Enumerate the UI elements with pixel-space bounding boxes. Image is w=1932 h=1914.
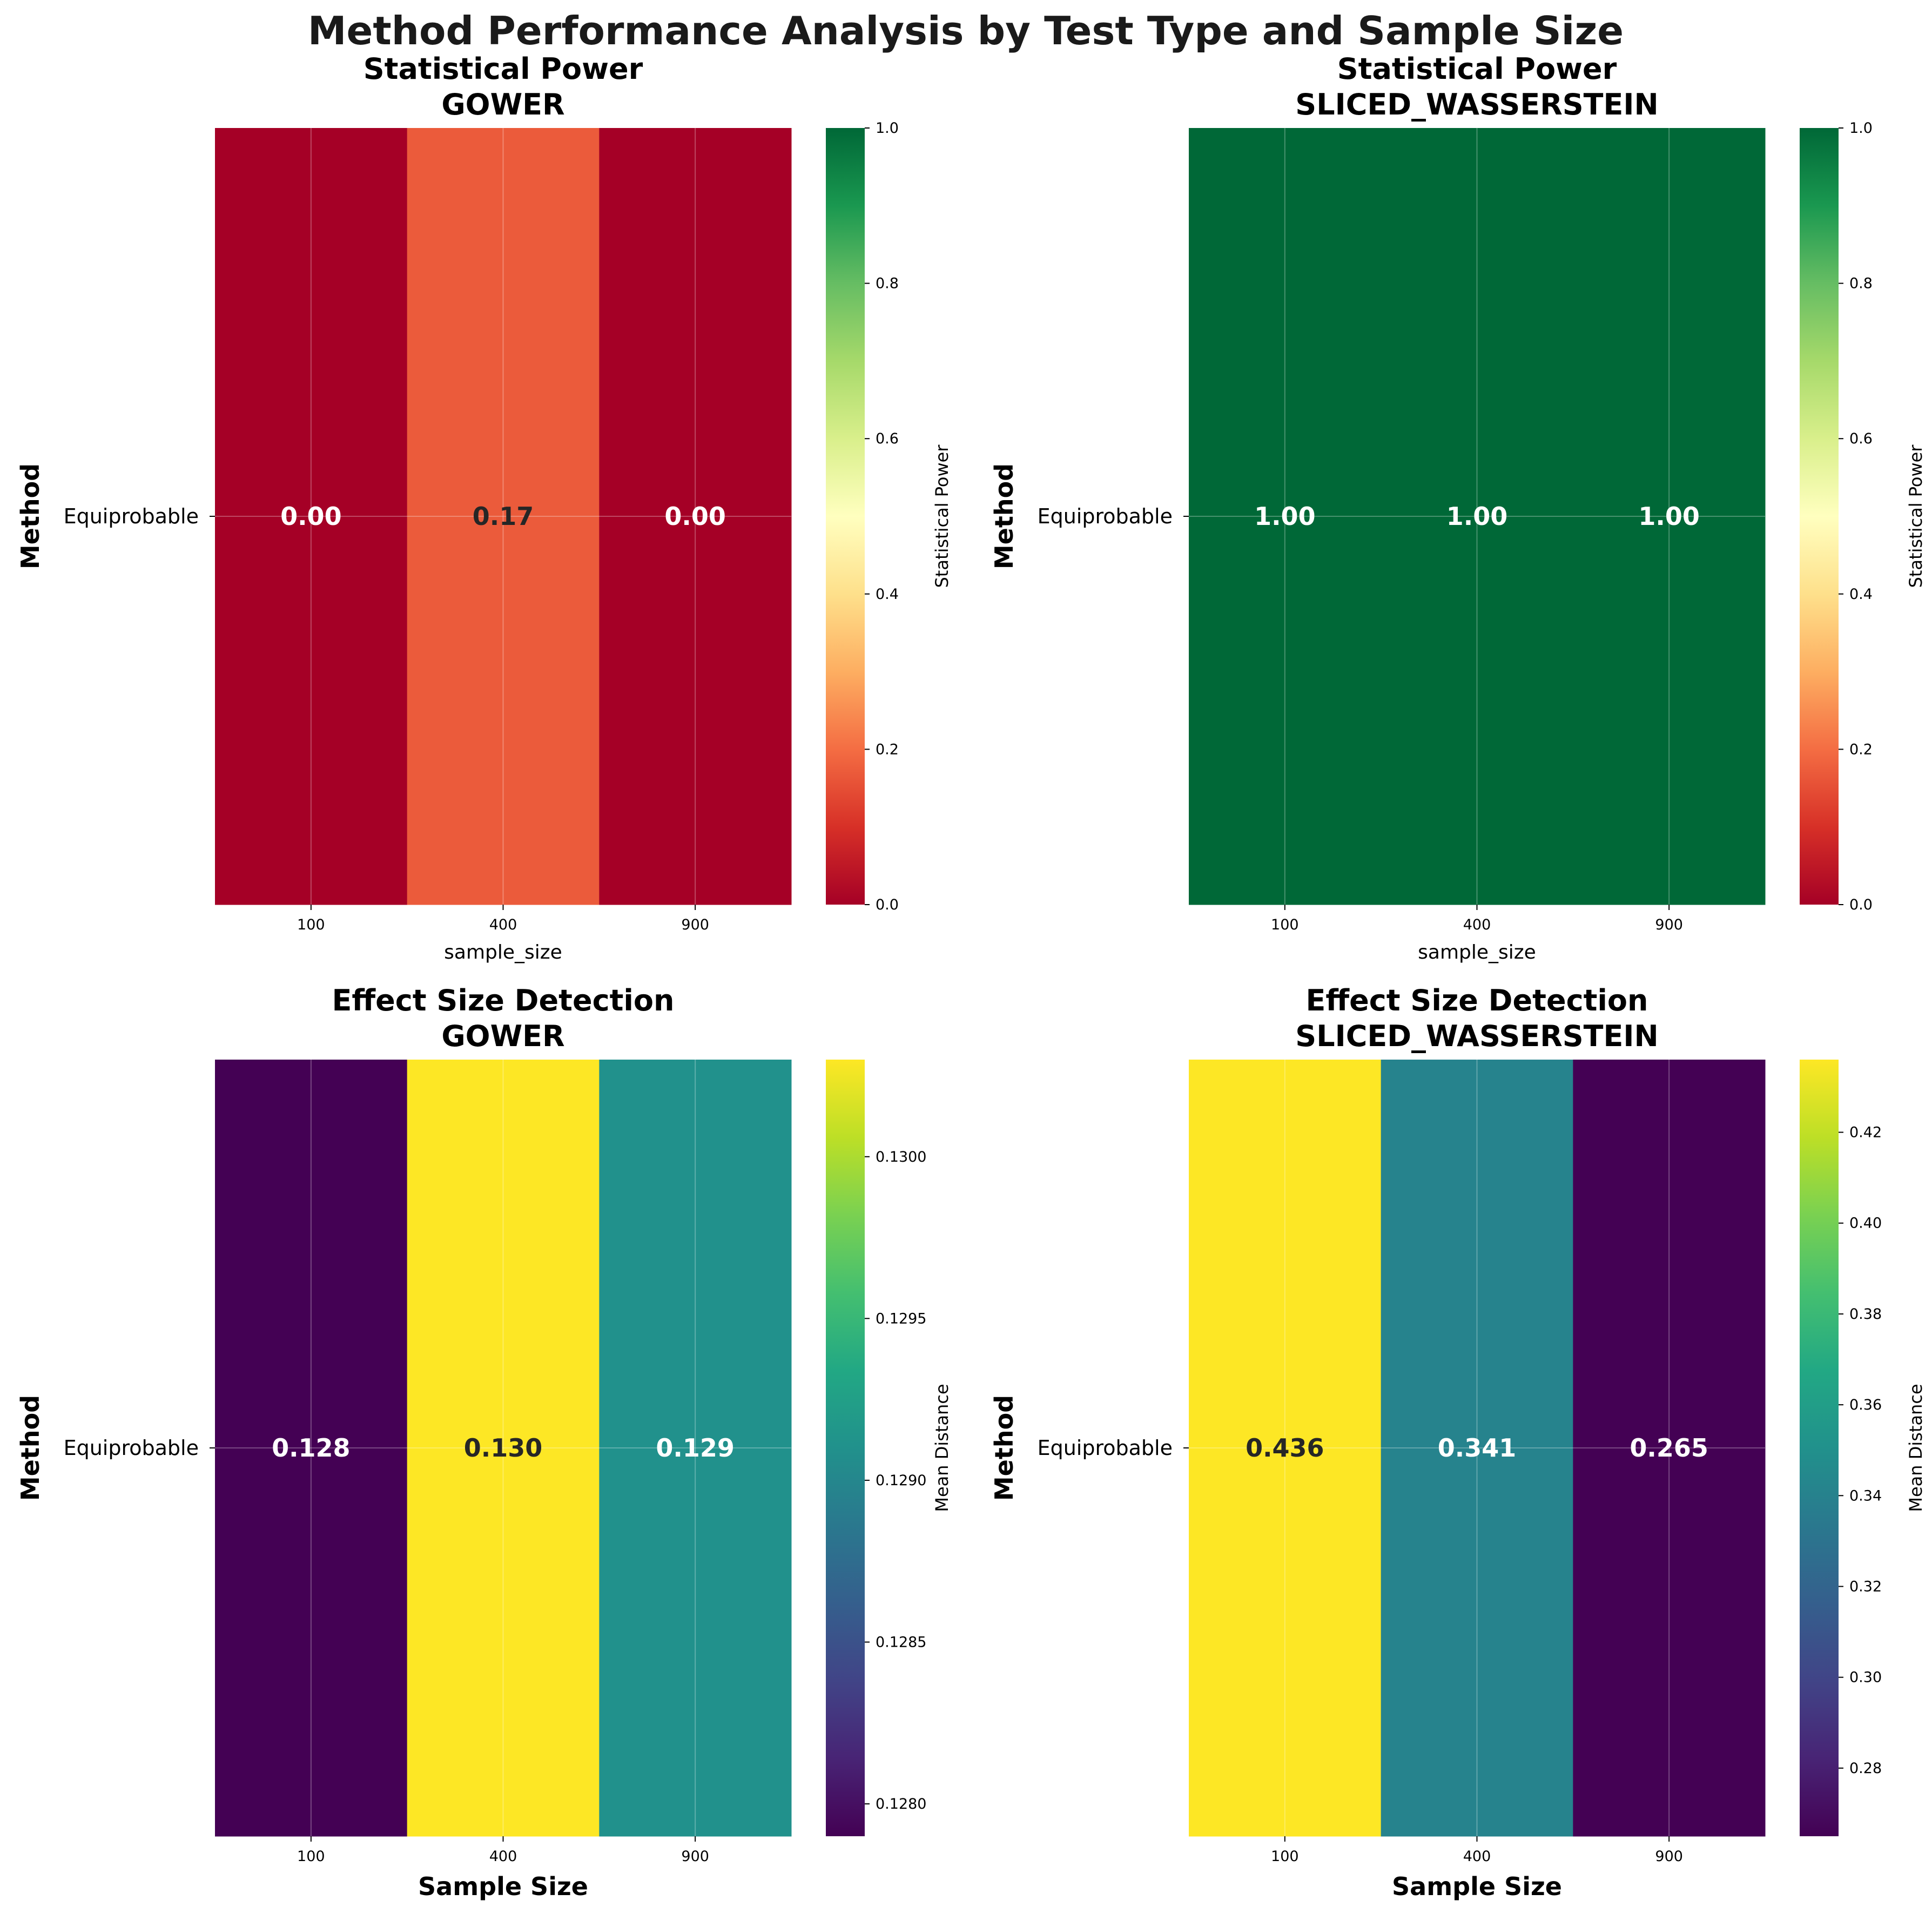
colorbar-label: Statistical Power [932,444,952,588]
y-axis-label: Method [16,1395,45,1501]
y-axis-label: Method [989,463,1019,569]
y-tick-label: Equiprobable [1038,504,1173,528]
colorbar-tick-label: 0.6 [876,430,899,447]
heatmap-cell [407,1060,600,1837]
colorbar-tick-label: 1.0 [876,120,899,137]
y-tick-label: Equiprobable [1038,1436,1173,1460]
colorbar-label: Statistical Power [1906,444,1926,588]
panel-subtitle: SLICED_WASSERSTEIN [1295,1019,1658,1053]
cell-value-label: 0.341 [1438,1433,1517,1463]
heatmap-cell [1381,128,1573,905]
colorbar-tick-label: 0.8 [1849,275,1873,292]
x-tick-label: 100 [297,1848,325,1865]
colorbar-tick-label: 0.1290 [876,1472,926,1489]
x-tick-label: 400 [1463,916,1491,933]
heatmap-cell [407,128,600,905]
colorbar-tick-label: 0.6 [1849,430,1873,447]
colorbar-tick-label: 0.0 [1849,897,1873,913]
y-axis-label: Method [989,1395,1019,1501]
x-tick-label: 400 [489,1848,517,1865]
colorbar: 0.0 0.2 0.4 0.6 0.8 1.0 Statistical Power [826,120,952,913]
x-tick-label: 100 [297,916,325,933]
x-tick-label: 100 [1271,916,1299,933]
x-tick-label: 100 [1271,1848,1299,1865]
colorbar-tick-label: 0.2 [876,741,899,758]
colorbar-tick-label: 0.1285 [876,1634,926,1651]
x-axis-label: sample_size [1418,941,1536,963]
colorbar-tick-label: 0.38 [1849,1306,1882,1323]
panel-title: Effect Size Detection [332,983,675,1017]
cell-value-label: 1.00 [1638,502,1700,531]
x-tick-label: 400 [489,916,517,933]
colorbar: 0.0 0.2 0.4 0.6 0.8 1.0 Statistical Power [1800,120,1926,913]
panel-subtitle: GOWER [441,1019,564,1053]
cell-value-label: 0.128 [272,1433,351,1463]
panel-title: Statistical Power [1337,52,1617,86]
colorbar-tick-label: 0.1295 [876,1310,926,1327]
colorbar-tick-label: 0.34 [1849,1487,1882,1504]
cell-value-label: 0.130 [464,1433,543,1463]
colorbar-label: Mean Distance [1906,1384,1926,1512]
colorbar-tick-label: 0.30 [1849,1669,1882,1686]
panel-title: Statistical Power [363,52,643,86]
heatmap-cell [1573,1060,1766,1837]
heatmap-cell [215,128,408,905]
x-axis-label: Sample Size [418,1872,588,1901]
heatmap-cell [599,128,792,905]
cell-value-label: 0.436 [1246,1433,1324,1463]
colorbar-tick-label: 0.40 [1849,1215,1882,1232]
colorbar-tick-label: 0.42 [1849,1124,1882,1141]
colorbar-tick-label: 0.1280 [876,1796,926,1812]
x-tick-label: 900 [1655,916,1683,933]
colorbar-tick-label: 0.36 [1849,1397,1882,1413]
panel-subtitle: SLICED_WASSERSTEIN [1295,87,1658,122]
y-tick-label: Equiprobable [64,1436,199,1460]
colorbar-tick-label: 0.32 [1849,1578,1882,1595]
colorbar-gradient [826,1060,865,1836]
cell-value-label: 1.00 [1254,502,1316,531]
figure-title: Method Performance Analysis by Test Type… [308,8,1624,53]
x-tick-label: 900 [681,1848,709,1865]
colorbar-tick-label: 0.2 [1849,741,1873,758]
heatmap-cell [1381,1060,1573,1837]
cell-value-label: 0.17 [473,502,534,531]
colorbar-tick-label: 0.4 [1849,586,1873,603]
y-axis-label: Method [16,463,45,569]
heatmap-cell [1189,1060,1382,1837]
colorbar-gradient [1800,1060,1839,1836]
x-tick-label: 900 [1655,1848,1683,1865]
cell-value-label: 0.00 [280,502,342,531]
panel-title: Effect Size Detection [1306,983,1648,1017]
colorbar-gradient [1800,128,1839,905]
colorbar-tick-label: 0.1300 [876,1149,926,1165]
colorbar-label: Mean Distance [932,1384,952,1512]
colorbar-tick-label: 1.0 [1849,120,1873,137]
x-tick-label: 400 [1463,1848,1491,1865]
colorbar-tick-label: 0.4 [876,586,899,603]
cell-value-label: 0.00 [664,502,726,531]
cell-value-label: 0.265 [1630,1433,1708,1463]
y-tick-label: Equiprobable [64,504,199,528]
colorbar-tick-label: 0.0 [876,897,899,913]
x-axis-label: Sample Size [1392,1872,1562,1901]
cell-value-label: 1.00 [1446,502,1508,531]
colorbar: 0.1280 0.1285 0.1290 0.1295 0.1300 Mean Dista… [826,1060,952,1836]
heatmap-cell [215,1060,408,1837]
x-tick-label: 900 [681,916,709,933]
panel-subtitle: GOWER [441,87,564,122]
heatmap-cell [1189,128,1382,905]
colorbar: 0.28 0.30 0.32 0.34 0.36 0.38 0.40 0.42 Mean Dis… [1800,1060,1926,1836]
x-axis-label: sample_size [444,941,562,963]
colorbar-tick-label: 0.8 [876,275,899,292]
heatmap-cell [1573,128,1766,905]
colorbar-gradient [826,128,865,905]
heatmap-cell [599,1060,792,1837]
colorbar-tick-label: 0.28 [1849,1760,1882,1777]
cell-value-label: 0.129 [656,1433,735,1463]
